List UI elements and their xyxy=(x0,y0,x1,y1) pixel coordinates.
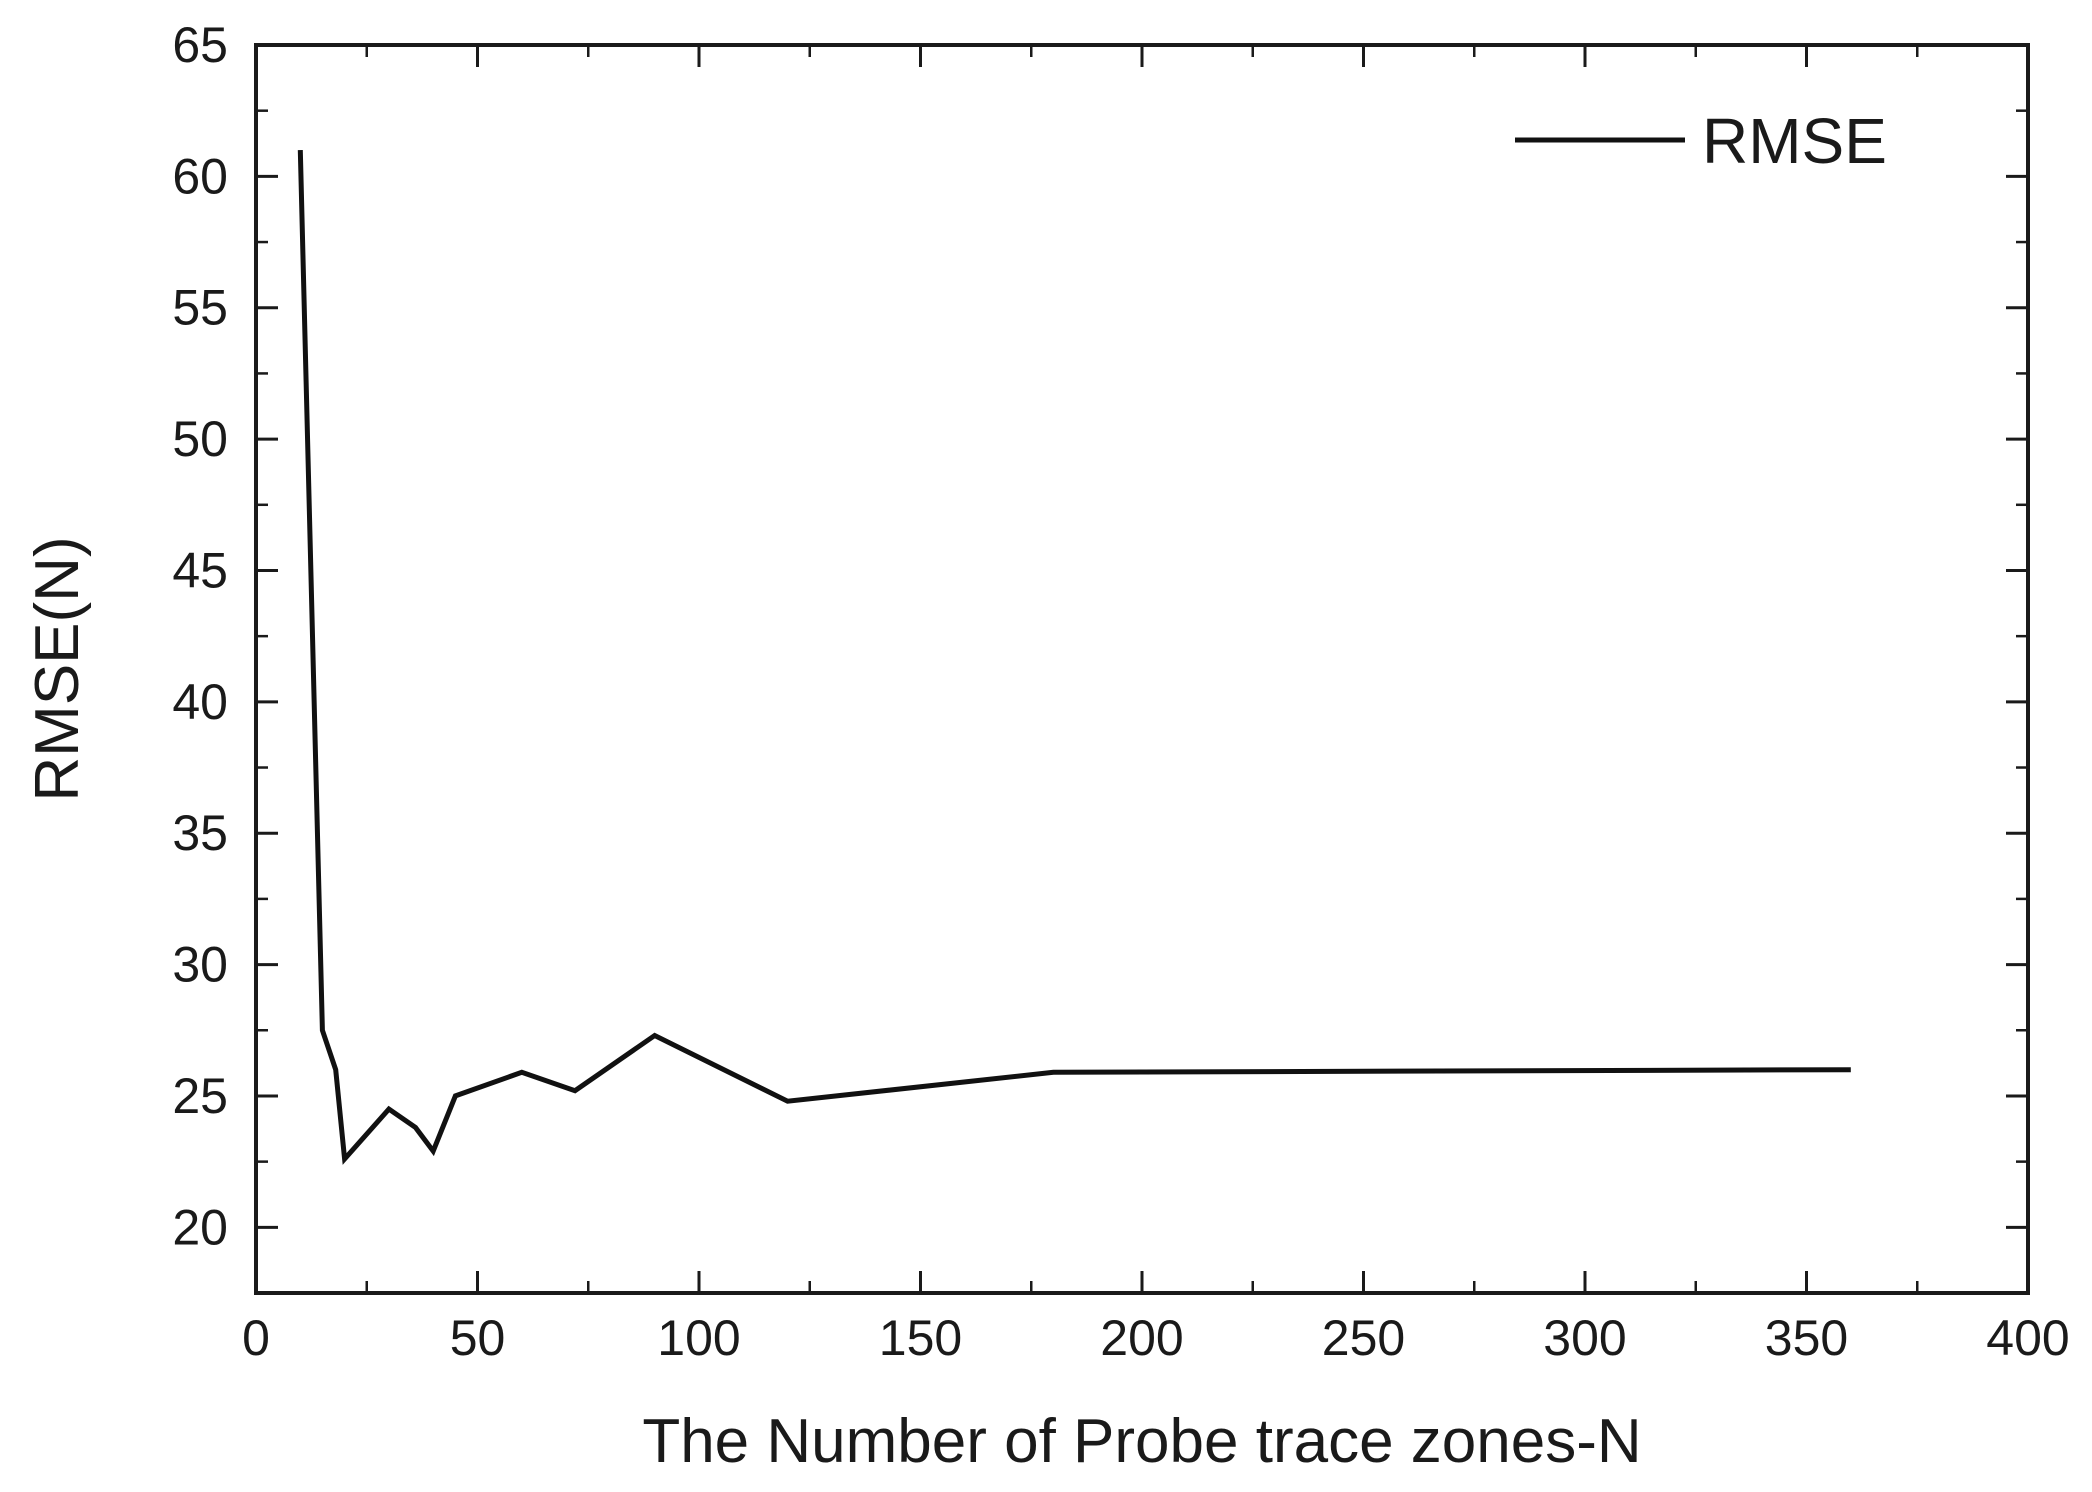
tick-labels-layer: 0 50 100 150 200 250 300 350 400 20 25 30 35 40 45 50 55… xyxy=(172,17,2069,1366)
y-tick-label: 50 xyxy=(172,411,228,467)
x-tick-label: 0 xyxy=(242,1310,270,1366)
x-tick-label: 50 xyxy=(450,1310,506,1366)
y-tick-label: 20 xyxy=(172,1199,228,1255)
y-tick-label: 25 xyxy=(172,1068,228,1124)
y-tick-label: 35 xyxy=(172,805,228,861)
x-tick-label: 400 xyxy=(1986,1310,2069,1366)
x-tick-label: 300 xyxy=(1543,1310,1626,1366)
ticks-layer xyxy=(254,43,2030,1293)
x-tick-label: 100 xyxy=(657,1310,740,1366)
x-tick-label: 350 xyxy=(1765,1310,1848,1366)
y-tick-label: 60 xyxy=(172,148,228,204)
legend-label-rmse: RMSE xyxy=(1702,105,1887,177)
y-tick-label: 55 xyxy=(172,280,228,336)
y-tick-label: 65 xyxy=(172,17,228,73)
series-layer xyxy=(297,150,1851,1165)
plot-area-frame xyxy=(254,43,2030,1295)
x-axis-title: The Number of Probe trace zones-N xyxy=(642,1407,1641,1476)
series-line-rmse xyxy=(297,150,1851,1165)
x-tick-label: 250 xyxy=(1322,1310,1405,1366)
x-tick-label: 200 xyxy=(1100,1310,1183,1366)
y-axis-title: RMSE(N) xyxy=(23,536,92,801)
y-tick-label: 30 xyxy=(172,937,228,993)
y-tick-label: 40 xyxy=(172,674,228,730)
legend: RMSE xyxy=(1515,105,1887,177)
y-tick-label: 45 xyxy=(172,542,228,598)
x-tick-label: 150 xyxy=(879,1310,962,1366)
